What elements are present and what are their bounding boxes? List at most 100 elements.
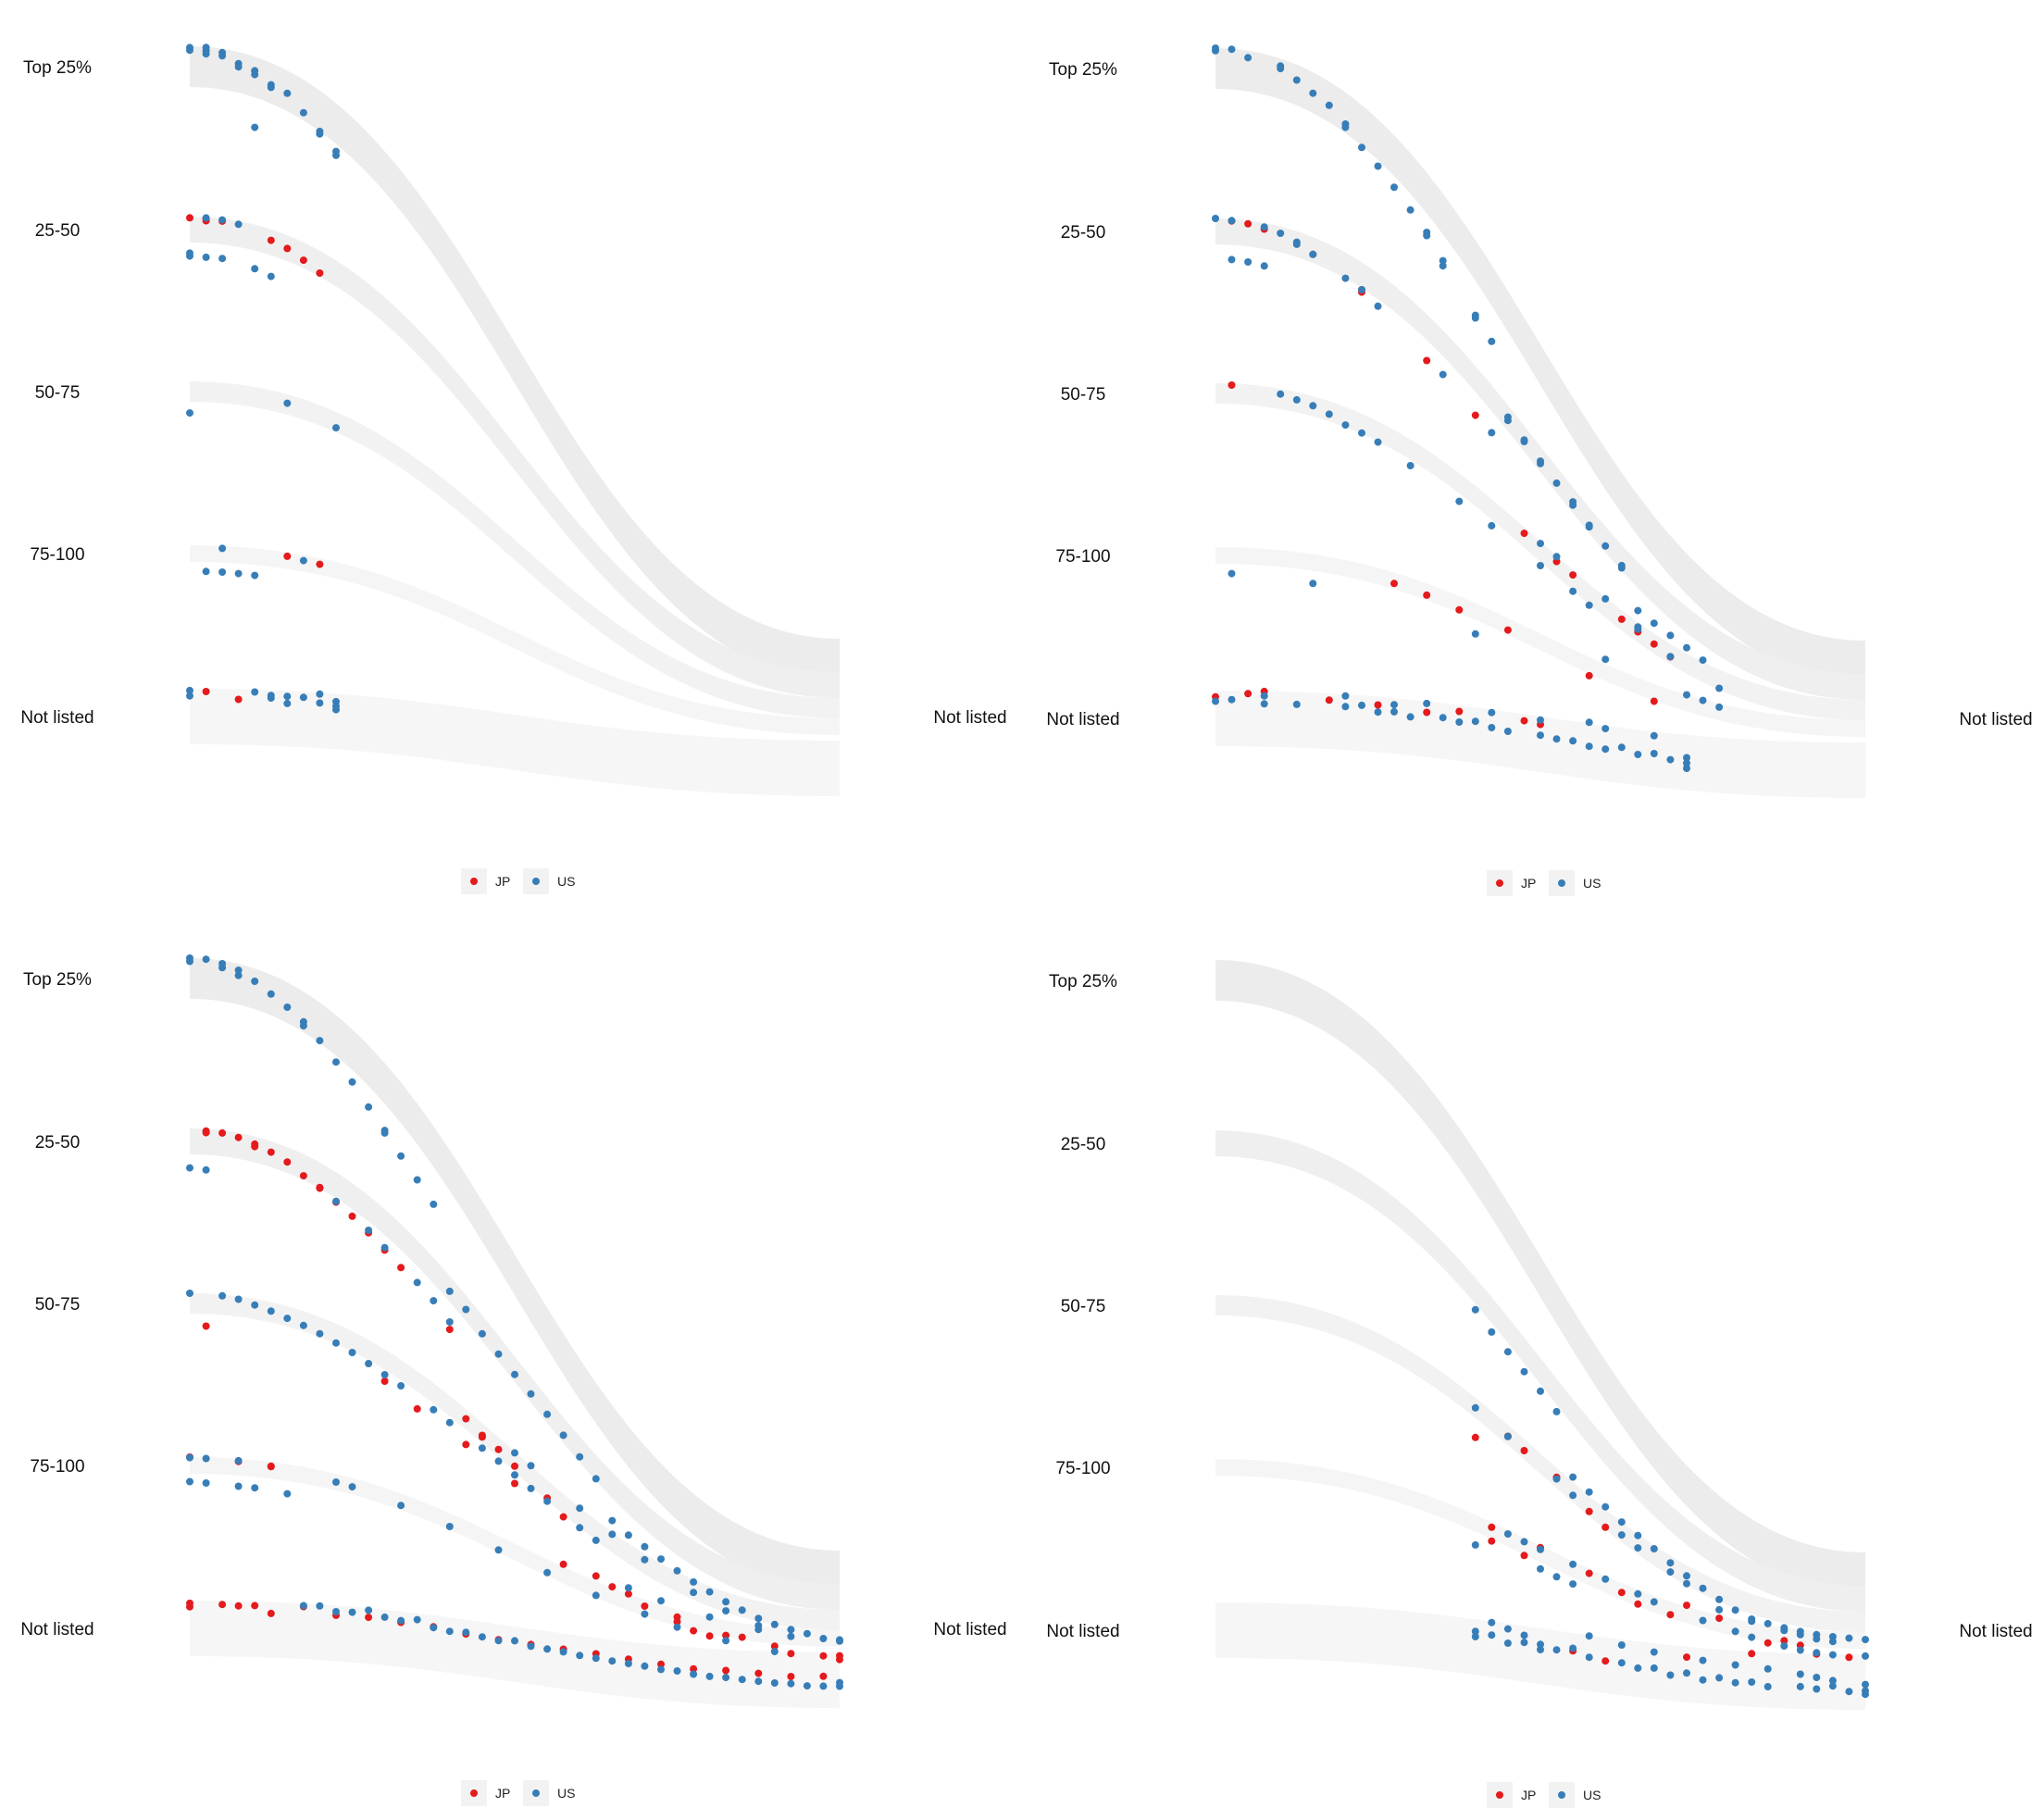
point-jp [1374, 701, 1382, 709]
point-jp [1585, 1569, 1593, 1577]
point-us [527, 1484, 535, 1492]
point-us [1634, 1531, 1642, 1540]
point-jp [186, 214, 193, 222]
panel-bottom-left: Top 25% 25-50 50-75 75-100 Not listed No… [20, 954, 1007, 1806]
point-us [1666, 653, 1675, 661]
point-us [705, 1588, 714, 1596]
point-us [1309, 89, 1317, 97]
point-us [576, 1524, 584, 1532]
point-us [1585, 601, 1593, 609]
point-us [251, 123, 259, 131]
point-us [186, 252, 193, 260]
point-us [1552, 1573, 1561, 1581]
point-jp [218, 1601, 227, 1609]
point-us [202, 214, 210, 222]
point-us [624, 1531, 632, 1540]
point-us [1650, 1598, 1658, 1606]
point-jp [445, 1326, 454, 1334]
point-us [1471, 1627, 1479, 1636]
point-us [234, 569, 243, 578]
point-us [1634, 1589, 1642, 1598]
point-us [380, 1613, 389, 1621]
point-us [1666, 631, 1675, 640]
point-jp [1650, 697, 1658, 705]
point-jp [722, 1666, 730, 1675]
point-us [1503, 417, 1512, 425]
label-top-25: Top 25% [1049, 972, 1117, 991]
legend-dot-us [532, 878, 540, 885]
point-us [299, 693, 307, 702]
point-us [1569, 1580, 1577, 1589]
point-us [1292, 395, 1301, 404]
point-us [1748, 1633, 1756, 1641]
point-us [1731, 1606, 1739, 1614]
point-jp [1764, 1639, 1772, 1647]
point-us [722, 1598, 730, 1606]
point-us [234, 1295, 243, 1303]
point-jp [1244, 219, 1253, 228]
point-jp [608, 1583, 617, 1591]
label-not-listed-right: Not listed [933, 708, 1006, 728]
point-us [705, 1613, 714, 1621]
point-us [1423, 231, 1431, 240]
point-us [1228, 256, 1236, 264]
point-us [1374, 708, 1382, 717]
legend-label-jp: JP [495, 1786, 510, 1801]
point-us [251, 1484, 259, 1492]
point-us [787, 1632, 795, 1640]
point-jp [511, 1462, 518, 1470]
point-us [332, 1058, 340, 1066]
flow-band-25-50 [190, 217, 840, 698]
point-us [608, 1516, 617, 1525]
point-jp [316, 269, 324, 277]
flow-bands [190, 46, 840, 796]
point-us [1715, 703, 1724, 711]
point-jp [380, 1377, 389, 1385]
point-us [1731, 1661, 1739, 1669]
point-jp [1845, 1653, 1853, 1662]
point-us [316, 1329, 324, 1338]
point-us [1813, 1685, 1821, 1693]
point-us [770, 1620, 779, 1628]
point-us [576, 1452, 584, 1461]
point-us [1488, 724, 1496, 731]
label-25-50: 25-50 [1061, 223, 1106, 243]
point-us [1439, 256, 1447, 265]
point-us [397, 1382, 405, 1390]
point-us [1537, 1545, 1544, 1553]
data-points [1212, 44, 1724, 772]
point-us [299, 1022, 307, 1030]
point-us [1341, 274, 1350, 282]
point-us [283, 399, 292, 407]
point-us [787, 1626, 795, 1634]
point-jp [511, 1479, 518, 1488]
category-labels: Top 25% 25-50 50-75 75-100 Not listed No… [1046, 972, 2032, 1641]
point-us [1764, 1664, 1772, 1673]
point-us [202, 955, 210, 964]
point-jp [267, 1148, 275, 1156]
point-us [365, 1606, 373, 1614]
point-us [1569, 1644, 1577, 1652]
point-us [527, 1390, 535, 1398]
point-us [1650, 750, 1658, 757]
point-jp [1748, 1650, 1756, 1658]
point-us [1520, 1538, 1528, 1546]
point-us [1683, 1579, 1690, 1588]
point-us [1228, 217, 1236, 225]
point-us [624, 1660, 632, 1667]
point-us [1358, 701, 1365, 709]
point-us [754, 1677, 763, 1686]
point-jp [1683, 1653, 1690, 1662]
point-us [413, 1615, 421, 1624]
point-us [1666, 1671, 1675, 1679]
point-us [1569, 587, 1577, 595]
point-us [559, 1431, 567, 1440]
point-us [186, 686, 193, 694]
point-us [283, 1003, 292, 1011]
label-50-75: 50-75 [1061, 1297, 1106, 1316]
point-us [722, 1637, 730, 1645]
flow-band-75-100 [1215, 1459, 1865, 1649]
point-us [1309, 580, 1317, 588]
point-us [186, 46, 193, 55]
point-us [1537, 1640, 1544, 1649]
